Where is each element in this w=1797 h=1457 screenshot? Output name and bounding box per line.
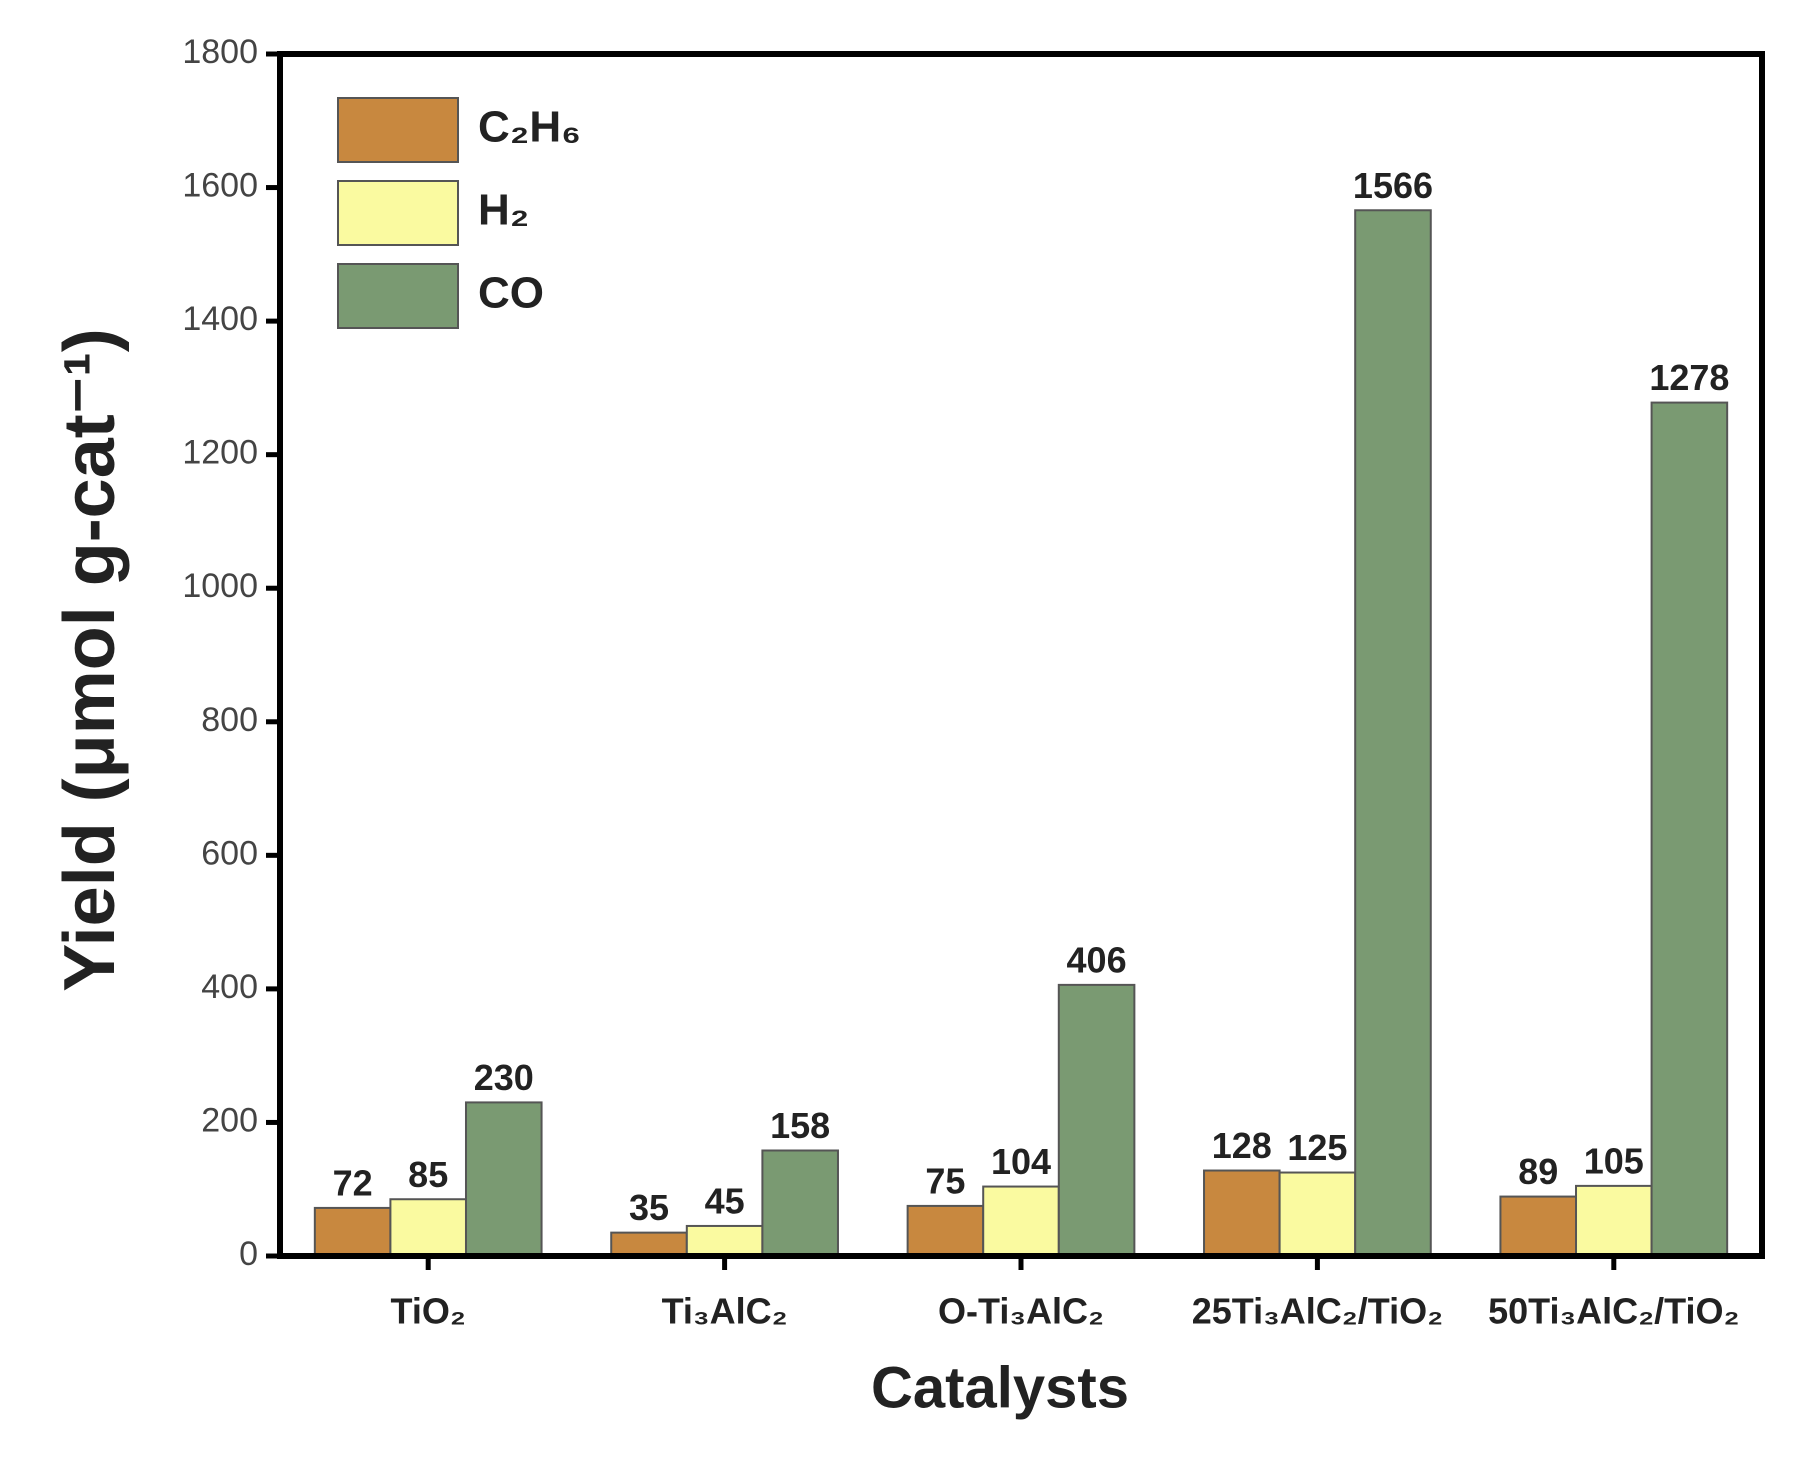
value-label: 45 [705, 1180, 745, 1221]
bar [313, 1206, 392, 1258]
legend-label: H₂ [478, 186, 529, 235]
x-tick-label: TiO₂ [391, 1291, 466, 1332]
value-label: 125 [1287, 1127, 1347, 1168]
plot-frame [277, 51, 1765, 1259]
value-label: 128 [1212, 1125, 1272, 1166]
value-label: 406 [1067, 939, 1127, 980]
value-label: 104 [991, 1141, 1051, 1182]
legend-swatch [337, 97, 459, 163]
bar [1499, 1195, 1578, 1257]
bar [1354, 209, 1432, 1257]
value-label: 230 [474, 1057, 534, 1098]
x-tick-label: O-Ti₃AlC₂ [938, 1291, 1104, 1332]
bar [1057, 983, 1136, 1257]
bar [1575, 1184, 1653, 1257]
y-tick-label: 200 [201, 1101, 258, 1139]
legend-swatch [337, 263, 459, 329]
value-label: 105 [1584, 1140, 1644, 1181]
x-axis-title: Catalysts [871, 1355, 1129, 1420]
bar [389, 1198, 467, 1258]
value-label: 89 [1518, 1151, 1558, 1192]
legend-label: CO [478, 269, 544, 318]
value-label: 75 [925, 1160, 965, 1201]
value-label: 35 [629, 1187, 669, 1228]
bar [1650, 401, 1729, 1257]
y-tick-label: 0 [239, 1235, 258, 1273]
y-tick-label: 600 [201, 834, 258, 872]
value-label: 158 [770, 1105, 830, 1146]
value-label: 1566 [1353, 165, 1433, 206]
bar [761, 1149, 839, 1257]
legend-swatch [337, 180, 459, 246]
bar [906, 1204, 985, 1257]
y-tick-label: 1400 [182, 300, 258, 338]
x-tick-label: Ti₃AlC₂ [662, 1291, 788, 1332]
bar [1203, 1169, 1281, 1257]
value-label: 1278 [1649, 357, 1729, 398]
bar [982, 1185, 1060, 1258]
y-axis-title: Yield (μmol g-cat⁻¹) [50, 328, 130, 991]
value-label: 72 [333, 1162, 373, 1203]
bar [1278, 1171, 1357, 1258]
value-label: 85 [408, 1154, 448, 1195]
x-tick-label: 25Ti₃AlC₂/TiO₂ [1192, 1291, 1443, 1332]
y-tick-label: 1800 [182, 33, 258, 71]
y-tick-label: 1600 [182, 167, 258, 205]
bar [685, 1224, 764, 1257]
y-tick-label: 1000 [182, 567, 258, 605]
bar [464, 1101, 543, 1258]
bar [610, 1231, 688, 1258]
legend-label: C₂H₆ [478, 103, 581, 152]
y-tick-label: 800 [201, 701, 258, 739]
y-tick-label: 1200 [182, 434, 258, 472]
x-tick-label: 50Ti₃AlC₂/TiO₂ [1488, 1291, 1739, 1332]
y-tick-label: 400 [201, 968, 258, 1006]
